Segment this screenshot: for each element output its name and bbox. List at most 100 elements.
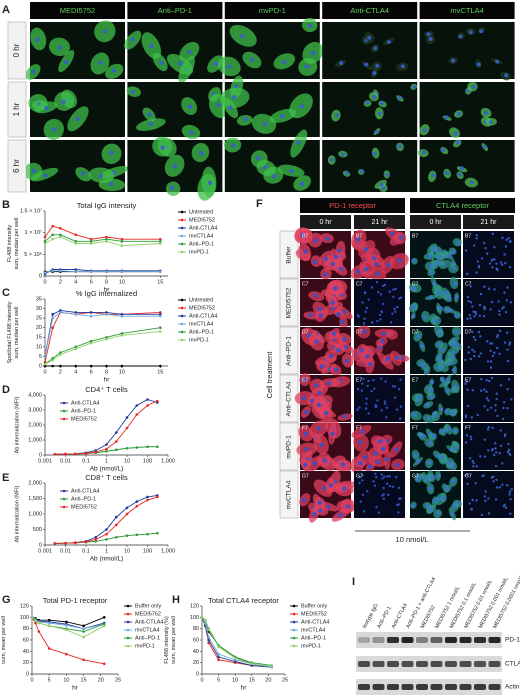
data-point bbox=[146, 495, 149, 499]
legend-label: Anti–PD-1 bbox=[301, 635, 326, 641]
nucleus bbox=[216, 102, 221, 108]
nucleus bbox=[505, 299, 508, 302]
data-point bbox=[102, 662, 106, 666]
nucleus bbox=[450, 342, 455, 347]
nucleus bbox=[457, 172, 462, 177]
nucleus bbox=[502, 305, 505, 309]
column-header: Anti-CTLA4 bbox=[350, 6, 389, 15]
nucleus bbox=[501, 417, 505, 421]
series-line bbox=[44, 327, 161, 365]
nucleus bbox=[475, 499, 478, 502]
y-tick-label: 0 bbox=[39, 542, 42, 548]
x-tick-label: 25 bbox=[282, 677, 288, 683]
band-label: Actin bbox=[505, 684, 520, 691]
series-line bbox=[201, 617, 272, 668]
blot-band bbox=[401, 637, 414, 643]
y-tick-label: 0 bbox=[39, 452, 42, 458]
nucleus bbox=[386, 493, 390, 496]
data-point bbox=[53, 542, 57, 545]
data-point bbox=[43, 355, 47, 358]
x-tick-label: 100 bbox=[143, 458, 152, 464]
nucleus bbox=[456, 240, 461, 245]
data-point bbox=[89, 314, 93, 318]
nucleus bbox=[485, 397, 489, 400]
nucleus bbox=[249, 57, 255, 62]
nucleus bbox=[399, 417, 402, 420]
nucleus bbox=[357, 440, 363, 445]
nucleus bbox=[473, 315, 476, 318]
x-tick-label: 25 bbox=[115, 677, 121, 683]
lane-label: Anti–PD-1 + anti-CTLA4 bbox=[405, 576, 437, 629]
nucleus bbox=[487, 512, 491, 515]
nucleus bbox=[464, 441, 468, 444]
nucleus bbox=[356, 269, 361, 275]
nucleus bbox=[172, 164, 178, 169]
nucleus bbox=[508, 490, 512, 493]
nucleus bbox=[323, 256, 329, 262]
data-point bbox=[74, 240, 78, 243]
x-tick-label: 100 bbox=[143, 548, 152, 554]
time-header: 0 hr bbox=[319, 219, 332, 226]
nucleus bbox=[455, 329, 460, 334]
nucleus bbox=[439, 407, 444, 412]
panel-label: B bbox=[2, 199, 10, 211]
data-point bbox=[74, 345, 78, 349]
nucleus bbox=[507, 448, 511, 452]
column-header: Anti–PD-1 bbox=[158, 6, 192, 15]
nucleus bbox=[430, 380, 435, 385]
well-label: E7 bbox=[412, 377, 418, 383]
nucleus bbox=[415, 459, 420, 464]
data-point bbox=[51, 269, 54, 273]
nucleus bbox=[489, 342, 492, 345]
nucleus bbox=[302, 462, 308, 468]
y-tick-label: 4,000 bbox=[28, 392, 42, 398]
data-point bbox=[89, 242, 93, 245]
data-point bbox=[105, 337, 108, 341]
side-title: Cell treatment bbox=[265, 351, 274, 399]
data-point bbox=[74, 364, 78, 368]
nucleus bbox=[506, 286, 509, 289]
nucleus bbox=[489, 360, 493, 363]
y-tick-label: 2,000 bbox=[28, 480, 42, 486]
nucleus bbox=[479, 352, 482, 355]
nucleus bbox=[130, 89, 135, 95]
y-tick-label: 5 bbox=[39, 354, 42, 360]
legend-label: Anti–PD-1 bbox=[189, 241, 214, 247]
series-line bbox=[31, 616, 105, 630]
nucleus bbox=[507, 442, 510, 446]
panel-label: F bbox=[256, 198, 263, 210]
legend-label: Anti-CTLA4 bbox=[189, 313, 217, 319]
nucleus bbox=[450, 478, 455, 483]
nucleus bbox=[472, 310, 475, 313]
legend-label: Anti–PD-1 bbox=[71, 496, 96, 502]
nucleus bbox=[279, 114, 285, 119]
nucleus bbox=[422, 150, 427, 155]
nucleus bbox=[410, 503, 415, 508]
x-tick-label: 10 bbox=[124, 458, 130, 464]
legend-marker bbox=[180, 338, 184, 342]
nucleus bbox=[506, 450, 510, 454]
x-tick-label: 0 bbox=[30, 677, 33, 683]
legend-label: Anti–PD-1 bbox=[189, 329, 214, 335]
nucleus bbox=[490, 300, 494, 304]
nucleus bbox=[455, 342, 460, 347]
nucleus bbox=[381, 477, 384, 480]
nucleus bbox=[427, 441, 432, 446]
data-point bbox=[89, 339, 93, 343]
row-label: Anti–PD-1 bbox=[286, 336, 293, 366]
well-label: E7 bbox=[465, 377, 471, 383]
nucleus bbox=[339, 61, 344, 66]
legend-label: MEDI5752 bbox=[301, 611, 327, 617]
nucleus bbox=[355, 237, 361, 242]
nucleus bbox=[485, 390, 488, 393]
nucleus bbox=[478, 314, 481, 317]
data-point bbox=[65, 623, 68, 627]
x-axis-title: hr bbox=[241, 685, 248, 692]
nucleus bbox=[393, 385, 397, 388]
data-point bbox=[155, 399, 159, 403]
y-tick-label: 100 bbox=[20, 615, 29, 621]
x-tick-label: 1,000 bbox=[161, 458, 175, 464]
blot-band bbox=[416, 661, 428, 667]
nucleus bbox=[483, 455, 487, 458]
data-point bbox=[114, 523, 118, 527]
